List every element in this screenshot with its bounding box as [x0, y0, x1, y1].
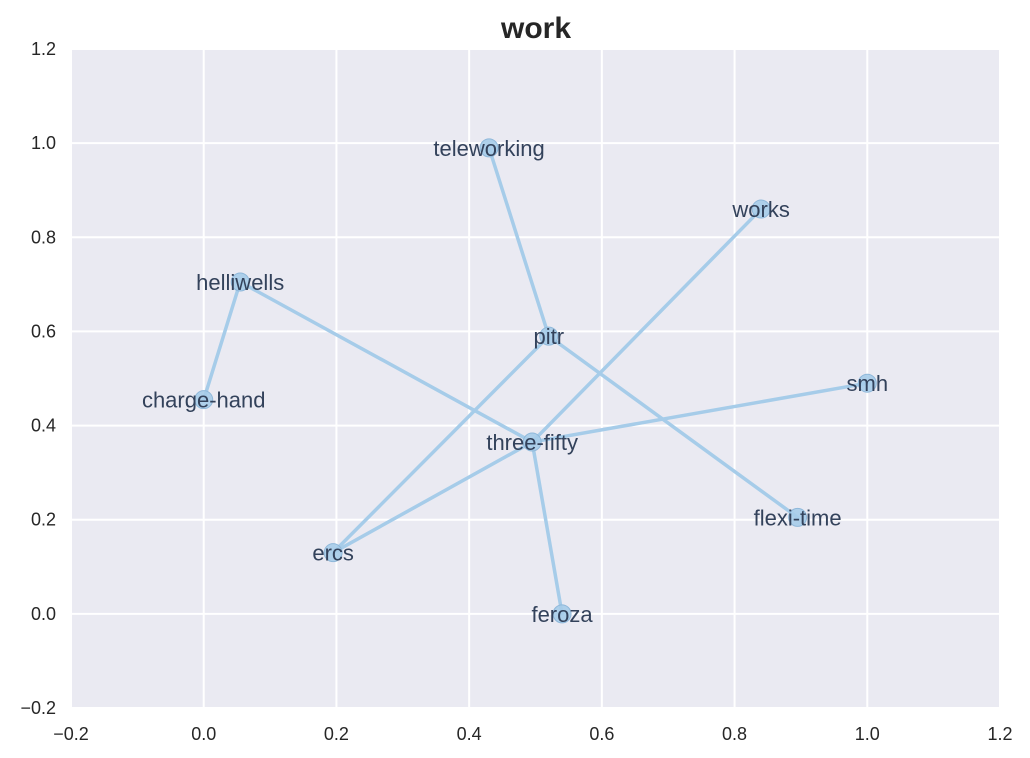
x-tick-label: 0.2: [324, 724, 349, 744]
node-label-helliwells: helliwells: [196, 270, 284, 295]
edge-ercs-three-fifty: [331, 440, 534, 555]
edge-pitr-ercs: [331, 334, 551, 555]
y-tick-label: 0.6: [31, 321, 56, 341]
y-tick-label: 0.4: [31, 416, 56, 436]
x-axis-ticks: −0.2 0.0 0.2 0.4 0.6 0.8 1.0 1.2: [53, 724, 1012, 744]
chart-title: work: [500, 12, 571, 45]
grid-lines: [70, 48, 1001, 709]
y-tick-label: −0.2: [20, 698, 56, 718]
node-pitr: [539, 326, 559, 346]
node-label-three-fifty: three-fifty: [486, 430, 578, 455]
node-label-feroza: feroza: [531, 602, 593, 627]
node-label-pitr: pitr: [533, 324, 564, 349]
edge-three-fifty-feroza: [530, 440, 564, 616]
x-tick-label: 1.2: [987, 724, 1012, 744]
node-helliwells: [230, 272, 250, 292]
node-labels: teleworking works helliwells pitr smh charge-…: [142, 136, 888, 627]
network-nodes: [194, 138, 877, 624]
node-label-flexi-time: flexi-time: [754, 505, 842, 530]
y-tick-label: 1.2: [31, 39, 56, 59]
plot-area: [71, 49, 1000, 708]
x-tick-label: 1.0: [855, 724, 880, 744]
node-label-works: works: [731, 197, 789, 222]
node-teleworking: [479, 138, 499, 158]
edge-helliwells-charge-hand: [201, 280, 242, 402]
edge-three-fifty-helliwells: [238, 280, 534, 444]
x-tick-label: 0.8: [722, 724, 747, 744]
node-label-ercs: ercs: [312, 541, 354, 566]
node-smh: [857, 373, 877, 393]
node-feroza: [552, 604, 572, 624]
y-axis-ticks: −0.2 0.0 0.2 0.4 0.6 0.8 1.0 1.2: [20, 39, 56, 718]
x-tick-label: 0.6: [589, 724, 614, 744]
node-label-smh: smh: [847, 371, 889, 396]
edge-pitr-flexi-time: [547, 334, 800, 520]
node-label-charge-hand: charge-hand: [142, 388, 266, 413]
edge-three-fifty-smh: [530, 381, 870, 444]
node-works: [751, 199, 771, 219]
node-ercs: [323, 543, 343, 563]
network-edges: [201, 146, 870, 616]
x-tick-label: 0.0: [191, 724, 216, 744]
x-tick-label: 0.4: [457, 724, 482, 744]
y-tick-label: 0.8: [31, 227, 56, 247]
node-flexi-time: [788, 507, 808, 527]
edge-teleworking-pitr: [487, 146, 551, 338]
node-charge-hand: [194, 390, 214, 410]
node-label-teleworking: teleworking: [433, 136, 544, 161]
x-tick-label: −0.2: [53, 724, 89, 744]
y-tick-label: 0.0: [31, 604, 56, 624]
y-tick-label: 1.0: [31, 133, 56, 153]
edge-three-fifty-works: [530, 207, 763, 444]
node-three-fifty: [522, 432, 542, 452]
y-tick-label: 0.2: [31, 510, 56, 530]
